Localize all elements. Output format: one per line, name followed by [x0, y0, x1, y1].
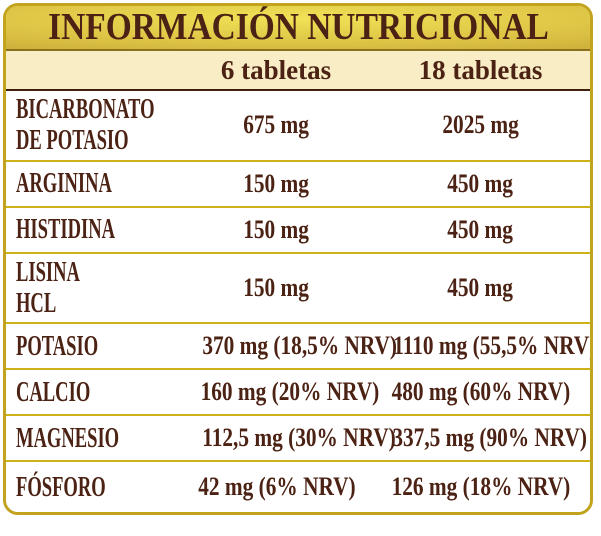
- value-6-tablets: 150 mg: [243, 168, 309, 198]
- value-18-tablets: 2025 mg: [442, 110, 519, 140]
- value-6-tablets: 370 mg (18,5% NRV): [202, 331, 398, 361]
- column-header-6-tablets: 6 tabletas: [181, 54, 371, 85]
- nutrient-name: HISTIDINA: [16, 212, 116, 245]
- value-6-tablets: 150 mg: [243, 272, 309, 302]
- value-6-tablets: 160 mg (20% NRV): [200, 377, 380, 407]
- nutrient-row: FÓSFORO 42 mg (6% NRV) 126 mg (18% NRV): [6, 460, 590, 512]
- nutrient-name-cell: MAGNESIO: [6, 421, 181, 454]
- nutrient-name-cell: LISINA HCL: [6, 255, 181, 320]
- value-6-tablets-cell: 675 mg: [181, 112, 371, 138]
- nutrient-name: CALCIO: [16, 375, 91, 408]
- panel-title: INFORMACIÓN NUTRICIONAL: [47, 5, 549, 48]
- nutrient-row: LISINA HCL 150 mg 450 mg: [6, 251, 590, 323]
- column-header-18-tablets-label: 18 tabletas: [418, 54, 543, 85]
- value-6-tablets: 150 mg: [243, 214, 309, 244]
- value-18-tablets-cell: 2025 mg: [371, 112, 590, 138]
- value-18-tablets: 1110 mg (55,5% NRV): [393, 331, 593, 361]
- value-6-tablets-cell: 112,5 mg (30% NRV): [181, 425, 395, 451]
- value-18-tablets-cell: 450 mg: [371, 272, 590, 302]
- value-18-tablets-cell: 1110 mg (55,5% NRV): [371, 331, 593, 361]
- nutrient-name: FÓSFORO: [16, 470, 106, 503]
- nutrient-name: BICARBONATO DE POTASIO: [16, 93, 155, 157]
- nutrient-name: LISINA HCL: [16, 255, 79, 319]
- nutrient-name: MAGNESIO: [16, 421, 120, 454]
- value-18-tablets-cell: 450 mg: [371, 214, 590, 244]
- nutrient-name: ARGININA: [16, 166, 112, 199]
- value-18-tablets: 450 mg: [447, 168, 514, 198]
- value-6-tablets: 112,5 mg (30% NRV): [202, 423, 396, 453]
- value-18-tablets-cell: 450 mg: [371, 168, 590, 198]
- nutrient-row: HISTIDINA 150 mg 450 mg: [6, 205, 590, 252]
- value-6-tablets-cell: 150 mg: [181, 214, 371, 244]
- value-6-tablets-cell: 150 mg: [181, 168, 371, 198]
- nutrient-name-cell: FÓSFORO: [6, 470, 181, 503]
- value-6-tablets: 675 mg: [243, 110, 309, 140]
- column-header-6-tablets-label: 6 tabletas: [220, 54, 332, 85]
- nutrient-row: POTASIO 370 mg (18,5% NRV) 1110 mg (55,5…: [6, 322, 590, 368]
- nutrient-name-cell: CALCIO: [6, 375, 181, 408]
- nutrient-name-cell: POTASIO: [6, 329, 181, 362]
- nutrient-name-cell: HISTIDINA: [6, 212, 181, 245]
- value-6-tablets-cell: 160 mg (20% NRV): [181, 379, 380, 405]
- value-18-tablets-cell: 337,5 mg (90% NRV): [371, 423, 590, 453]
- nutrient-name-cell: ARGININA: [6, 166, 181, 199]
- value-18-tablets: 126 mg (18% NRV): [391, 472, 570, 502]
- value-18-tablets: 450 mg: [447, 272, 514, 302]
- value-18-tablets: 480 mg (60% NRV): [391, 377, 570, 407]
- value-6-tablets-cell: 42 mg (6% NRV): [181, 474, 371, 500]
- column-headers-row: 6 tabletas 18 tabletas: [6, 51, 590, 91]
- value-6-tablets: 42 mg (6% NRV): [198, 472, 356, 502]
- nutrient-row: CALCIO 160 mg (20% NRV) 480 mg (60% NRV): [6, 368, 590, 414]
- nutrient-name-cell: BICARBONATO DE POTASIO: [6, 93, 181, 157]
- value-6-tablets-cell: 370 mg (18,5% NRV): [181, 333, 397, 359]
- nutrition-facts-panel: INFORMACIÓN NUTRICIONAL 6 tabletas 18 ta…: [3, 3, 593, 516]
- nutrient-row: MAGNESIO 112,5 mg (30% NRV) 337,5 mg (90…: [6, 414, 590, 460]
- value-18-tablets-cell: 480 mg (60% NRV): [371, 379, 590, 405]
- value-18-tablets: 337,5 mg (90% NRV): [392, 423, 588, 453]
- panel-title-band: INFORMACIÓN NUTRICIONAL: [6, 6, 590, 51]
- nutrient-row: ARGININA 150 mg 450 mg: [6, 159, 590, 206]
- nutrient-name: POTASIO: [16, 329, 99, 362]
- value-18-tablets: 450 mg: [447, 214, 514, 244]
- column-header-18-tablets: 18 tabletas: [371, 54, 590, 85]
- value-18-tablets-cell: 126 mg (18% NRV): [371, 474, 590, 500]
- nutrient-row: BICARBONATO DE POTASIO 675 mg 2025 mg: [6, 91, 590, 160]
- table-body: BICARBONATO DE POTASIO 675 mg 2025 mg AR…: [6, 91, 590, 513]
- value-6-tablets-cell: 150 mg: [181, 272, 371, 302]
